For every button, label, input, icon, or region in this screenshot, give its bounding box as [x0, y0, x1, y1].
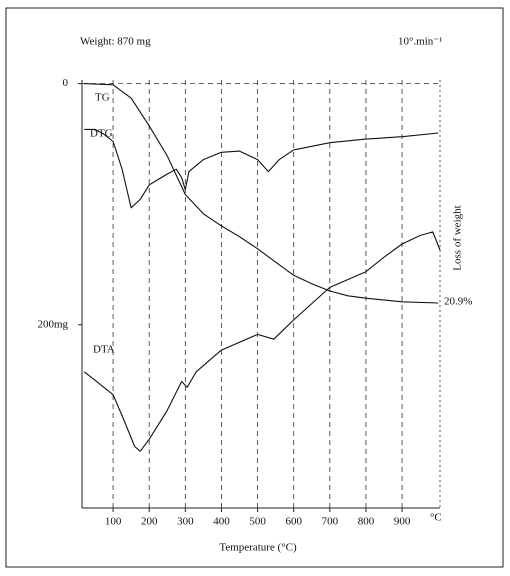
- series-label: TG: [95, 92, 110, 104]
- x-tick-label: 600: [285, 516, 302, 528]
- x-tick-label: 400: [213, 516, 230, 528]
- y-axis-label: Loss of weight: [452, 205, 464, 270]
- series-line: [84, 83, 439, 304]
- x-tick-label: 300: [177, 516, 194, 528]
- series-label: DTA: [93, 344, 115, 356]
- annotation: 20.9%: [444, 296, 472, 308]
- y-tick-label: 200mg: [37, 318, 68, 330]
- x-unit: °C: [430, 512, 442, 524]
- x-tick-label: 200: [141, 516, 158, 528]
- x-axis-label: Temperature (°C): [219, 542, 297, 554]
- x-tick-label: 500: [249, 516, 266, 528]
- x-tick-label: 800: [358, 516, 375, 528]
- chart-title: Weight: 870 mg: [80, 36, 151, 48]
- y-tick-label: 0: [63, 77, 69, 89]
- x-tick-label: 100: [105, 516, 122, 528]
- x-tick-label: 700: [322, 516, 339, 528]
- series-line: [84, 128, 439, 209]
- chart-subtitle: 10°.min⁻¹: [398, 36, 442, 48]
- outer-frame: [5, 7, 504, 568]
- series-line: [83, 231, 441, 452]
- x-tick-label: 900: [394, 516, 411, 528]
